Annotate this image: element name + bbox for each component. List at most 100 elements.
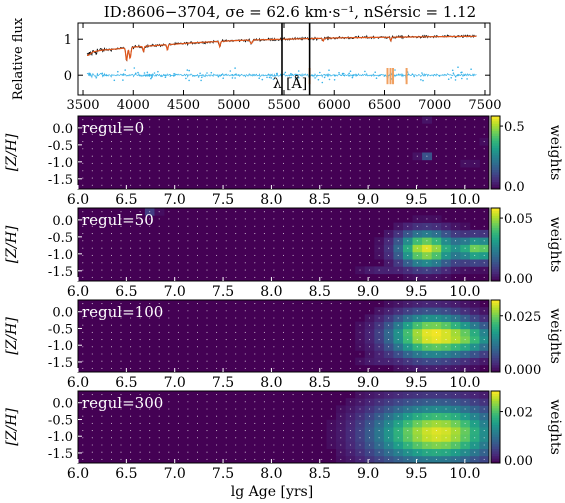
grid-dot xyxy=(368,394,371,396)
grid-dot xyxy=(225,155,227,157)
grid-dot xyxy=(407,444,409,446)
grid-dot xyxy=(435,276,437,278)
grid-dot xyxy=(168,170,170,172)
grid-dot xyxy=(149,240,151,242)
colorbar-segment xyxy=(491,210,500,214)
grid-dot xyxy=(82,225,84,227)
grid-dot xyxy=(321,276,323,278)
grid-dot xyxy=(435,437,437,439)
grid-dot xyxy=(130,233,132,235)
grid-dot xyxy=(474,269,476,271)
grid-dot xyxy=(91,247,93,249)
grid-dot xyxy=(101,276,103,278)
grid-dot xyxy=(168,211,170,213)
grid-dot xyxy=(292,430,294,432)
grid-dot xyxy=(244,444,246,446)
grid-dot xyxy=(216,254,218,256)
grid-dot xyxy=(168,247,170,249)
grid-dot xyxy=(378,254,380,256)
residual-point xyxy=(231,74,234,76)
grid-dot xyxy=(302,233,304,235)
grid-dot xyxy=(282,324,285,326)
grid-dot xyxy=(321,451,323,453)
grid-dot xyxy=(321,430,323,432)
grid-dot xyxy=(263,170,265,172)
grid-dot xyxy=(187,339,189,341)
grid-dot xyxy=(397,162,399,164)
grid-dot xyxy=(130,430,132,432)
colorbar-segment xyxy=(491,451,500,454)
grid-dot xyxy=(378,262,380,264)
grid-dot xyxy=(216,324,218,326)
grid-dot xyxy=(368,148,371,150)
grid-dot xyxy=(225,415,227,417)
colorbar-segment xyxy=(491,162,500,166)
grid-dot xyxy=(139,430,141,432)
grid-dot xyxy=(464,269,466,271)
grid-dot xyxy=(177,126,179,128)
heatmap-ytick-label: -1.0 xyxy=(48,248,73,263)
colorbar-segment xyxy=(491,364,500,368)
grid-dot xyxy=(225,162,227,164)
grid-dot xyxy=(388,254,390,256)
grid-dot xyxy=(397,331,399,333)
grid-dot xyxy=(474,408,476,410)
grid-dot xyxy=(368,353,371,355)
grid-dot xyxy=(91,353,93,355)
grid-dot xyxy=(388,141,390,143)
colorbar-segment xyxy=(491,220,500,224)
grid-dot xyxy=(388,331,390,333)
grid-dot xyxy=(254,126,256,128)
grid-dot xyxy=(474,211,476,213)
grid-dot xyxy=(474,367,476,369)
grid-dot xyxy=(445,367,447,369)
grid-dot xyxy=(206,353,208,355)
residual-point xyxy=(122,79,124,81)
grid-dot xyxy=(216,444,218,446)
grid-dot xyxy=(130,394,132,396)
grid-dot xyxy=(311,262,313,264)
grid-dot xyxy=(426,430,428,432)
grid-dot xyxy=(416,276,418,278)
grid-dot xyxy=(244,415,246,417)
grid-dot xyxy=(139,303,141,305)
grid-dot xyxy=(330,148,332,150)
grid-dot xyxy=(158,247,160,249)
grid-dot xyxy=(263,184,265,186)
grid-dot xyxy=(187,394,189,396)
grid-dot xyxy=(340,401,342,403)
grid-dot xyxy=(426,276,428,278)
grid-dot xyxy=(426,247,428,249)
grid-dot xyxy=(359,141,361,143)
grid-dot xyxy=(244,262,246,264)
grid-dot xyxy=(263,367,265,369)
grid-dot xyxy=(254,353,256,355)
grid-dot xyxy=(388,240,390,242)
grid-dot xyxy=(483,162,485,164)
grid-dot xyxy=(263,148,265,150)
grid-dot xyxy=(282,240,285,242)
grid-dot xyxy=(139,317,141,319)
grid-dot xyxy=(225,317,227,319)
grid-dot xyxy=(388,360,390,362)
grid-dot xyxy=(368,415,371,417)
residual-point xyxy=(200,79,202,82)
grid-dot xyxy=(416,394,418,396)
grid-dot xyxy=(158,324,160,326)
grid-dot xyxy=(330,247,332,249)
grid-dot xyxy=(397,317,399,319)
grid-dot xyxy=(368,133,371,135)
grid-dot xyxy=(244,303,246,305)
grid-dot xyxy=(454,422,457,424)
grid-dot xyxy=(91,310,93,312)
grid-dot xyxy=(426,458,428,460)
grid-dot xyxy=(273,394,275,396)
grid-dot xyxy=(225,339,227,341)
grid-dot xyxy=(244,346,246,348)
grid-dot xyxy=(378,148,380,150)
grid-dot xyxy=(225,331,227,333)
grid-dot xyxy=(82,317,84,319)
grid-dot xyxy=(368,451,371,453)
grid-dot xyxy=(464,155,466,157)
grid-dot xyxy=(397,339,399,341)
